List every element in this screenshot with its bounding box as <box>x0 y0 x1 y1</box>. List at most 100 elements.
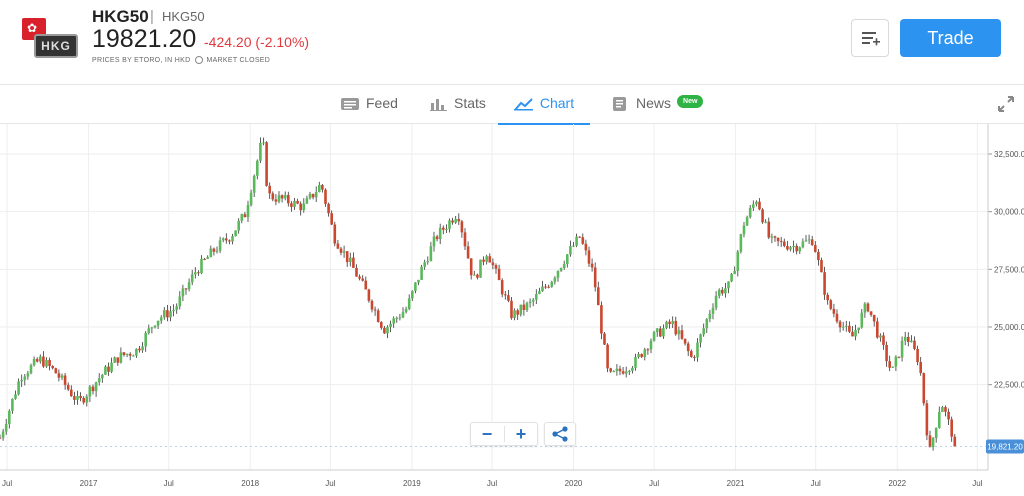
candle-body <box>280 195 284 199</box>
candle-body <box>243 214 247 218</box>
candle-body <box>141 346 144 351</box>
candle-body <box>432 236 436 247</box>
tab-news[interactable]: News New <box>612 85 704 123</box>
candle-body <box>228 240 231 242</box>
candle-body <box>255 160 259 176</box>
candle-body <box>110 362 113 372</box>
candle-body <box>383 327 386 334</box>
candle-body <box>224 238 228 241</box>
candle-body <box>38 356 42 362</box>
instrument-symbol: HKG50 <box>92 7 149 26</box>
candle-body <box>345 251 349 263</box>
candle-body <box>200 258 203 274</box>
candle-body <box>454 218 457 223</box>
candle-body <box>457 218 461 222</box>
candle-body <box>637 354 640 357</box>
candle-body <box>82 398 85 403</box>
chart-icon <box>513 98 533 111</box>
candle-body <box>854 330 857 337</box>
x-tick-label: 2020 <box>565 479 583 488</box>
candle-body <box>166 310 169 318</box>
price-chart[interactable]: 22,500.0 25,000.0 27,500.0 30,000.0 32,500.0… <box>0 124 1024 491</box>
candle-body <box>804 240 808 242</box>
candle-body <box>97 378 101 383</box>
candle-body <box>565 254 569 265</box>
candle-body <box>218 240 222 251</box>
candle-body <box>91 386 95 392</box>
feed-icon <box>341 98 359 111</box>
candle-body <box>848 325 851 332</box>
x-tick-label: Jul <box>164 479 174 488</box>
candle-body <box>593 267 597 288</box>
watchlist-add-button[interactable] <box>851 19 889 57</box>
candle-body <box>342 251 346 253</box>
candle-body <box>674 320 678 335</box>
candle-body <box>820 260 823 273</box>
candle-body <box>689 351 693 357</box>
tab-chart[interactable]: Chart <box>498 85 590 125</box>
candle-body <box>491 262 495 266</box>
candle-body <box>826 294 829 301</box>
chart-canvas[interactable]: 22,500.0 25,000.0 27,500.0 30,000.0 32,500.0… <box>0 124 1024 491</box>
candle-body <box>578 236 581 238</box>
candle-body <box>271 193 275 200</box>
candle-body <box>308 193 312 199</box>
candle-body <box>144 333 147 347</box>
price-info: PRICES BY ETORO, IN HKD MARKET CLOSED <box>92 56 270 64</box>
candle-body <box>0 437 2 439</box>
candle-body <box>931 437 935 448</box>
candle-body <box>751 204 755 208</box>
candle-body <box>835 313 839 322</box>
candle-body <box>900 340 904 358</box>
candle-body <box>562 264 566 268</box>
candle-body <box>733 270 736 274</box>
candle-body <box>212 248 216 252</box>
stats-icon <box>430 99 447 112</box>
candle-body <box>122 352 126 356</box>
candle-body <box>438 227 442 240</box>
zoom-out-button[interactable]: − <box>481 424 493 444</box>
candle-body <box>507 295 510 301</box>
candle-body <box>941 407 944 412</box>
candle-body <box>739 234 743 252</box>
candle-body <box>79 395 82 399</box>
trade-button[interactable]: Trade <box>900 19 1001 57</box>
candle-body <box>181 288 185 297</box>
candle-body <box>513 310 516 319</box>
share-button[interactable] <box>544 422 576 446</box>
x-tick-label: Jul <box>325 479 335 488</box>
candle-body <box>764 221 767 223</box>
candle-body <box>730 273 733 282</box>
candle-body <box>705 319 709 329</box>
candle-body <box>128 353 132 356</box>
candle-body <box>88 386 92 397</box>
candle-body <box>863 303 867 313</box>
current-price-tag <box>986 439 1024 454</box>
candle-body <box>100 374 104 379</box>
candle-body <box>575 236 578 246</box>
candle-body <box>916 348 919 363</box>
candle-body <box>336 243 340 249</box>
candle-body <box>875 321 879 338</box>
candle-body <box>376 310 380 323</box>
candle-body <box>903 336 907 341</box>
candle-body <box>482 259 485 262</box>
candle-body <box>203 258 206 260</box>
candle-body <box>807 239 811 241</box>
candle-body <box>215 250 219 252</box>
candle-body <box>519 304 523 315</box>
candle-body <box>333 224 337 244</box>
candle-body <box>119 352 123 363</box>
candle-body <box>773 236 777 238</box>
candle-body <box>401 312 405 318</box>
candle-body <box>414 282 417 291</box>
candle-body <box>435 236 439 240</box>
candle-body <box>581 237 585 244</box>
candle-body <box>138 348 141 351</box>
candle-body <box>906 336 910 343</box>
zoom-in-button[interactable]: + <box>515 424 527 444</box>
expand-icon[interactable] <box>998 96 1014 112</box>
tab-stats[interactable]: Stats <box>430 85 486 123</box>
candle-body <box>538 291 541 295</box>
tab-feed[interactable]: Feed <box>340 85 398 123</box>
